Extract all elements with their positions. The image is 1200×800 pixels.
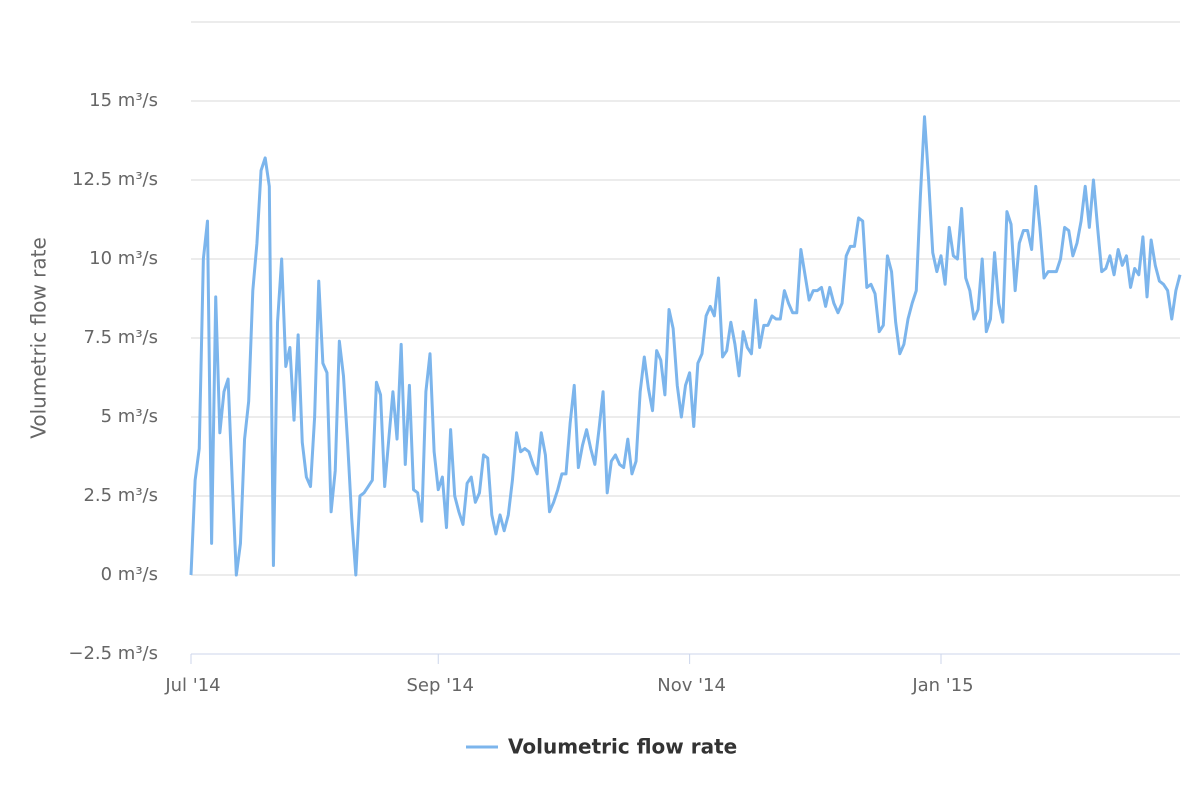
x-tick-label: Jul '14: [164, 675, 220, 696]
y-tick-label: 10 m³/s: [89, 248, 158, 269]
y-tick-label: 0 m³/s: [101, 564, 158, 585]
y-tick-label: 12.5 m³/s: [72, 169, 158, 190]
y-tick-label: −2.5 m³/s: [68, 643, 158, 664]
legend-label: Volumetric flow rate: [508, 735, 737, 759]
x-tick-label: Jan '15: [911, 675, 973, 696]
data-line: [189, 115, 1182, 577]
y-tick-label: 15 m³/s: [89, 90, 158, 111]
y-tick-label: 5 m³/s: [101, 406, 158, 427]
x-tick-label: Nov '14: [657, 675, 726, 696]
y-tick-label: 7.5 m³/s: [83, 327, 158, 348]
y-tick-label: 2.5 m³/s: [83, 485, 158, 506]
y-axis-title: Volumetric flow rate: [27, 237, 51, 439]
x-tick-label: Sep '14: [407, 675, 475, 696]
